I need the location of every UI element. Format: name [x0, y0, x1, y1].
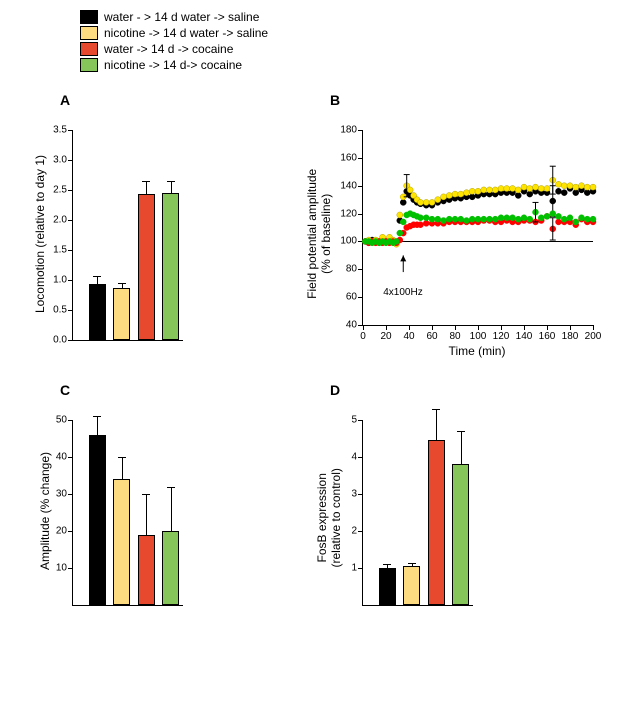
ylabel-b: Field potential amplitude (% of baseline…	[306, 144, 334, 324]
bar	[403, 566, 420, 605]
bar	[89, 284, 106, 340]
legend-swatch	[80, 42, 98, 56]
panel-c: C 1020304050 Amplitude (% change)	[10, 382, 290, 642]
bar	[138, 194, 155, 340]
panel-letter-c: C	[60, 382, 70, 398]
ylabel-d-line1: FosB expression	[315, 473, 329, 562]
xlabel-b: Time (min)	[449, 344, 506, 358]
legend-swatch	[80, 26, 98, 40]
panel-letter-d: D	[330, 382, 340, 398]
panel-letter-a: A	[60, 92, 70, 108]
panel-letter-b: B	[330, 92, 340, 108]
bar	[162, 193, 179, 340]
bar	[138, 535, 155, 605]
ylabel-a: Locomotion (relative to day 1)	[33, 144, 47, 324]
bar	[113, 479, 130, 605]
ylabel-b-line1: Field potential amplitude	[305, 169, 319, 299]
ylabel-b-line2: (% of baseline)	[319, 194, 333, 274]
legend-item: water -> 14 d -> cocaine	[80, 42, 624, 56]
legend: water - > 14 d water -> saline nicotine -…	[80, 10, 624, 72]
ylabel-d-line2: (relative to control)	[329, 468, 343, 567]
legend-label: water - > 14 d water -> saline	[104, 10, 259, 24]
ylabel-c: Amplitude (% change)	[38, 431, 52, 591]
panel-a: A 0.00.51.01.52.02.53.03.5 Locomotion (r…	[10, 92, 290, 372]
bar	[428, 440, 445, 605]
legend-label: nicotine -> 14 d water -> saline	[104, 26, 268, 40]
legend-swatch	[80, 10, 98, 24]
bar	[162, 531, 179, 605]
ylabel-d: FosB expression (relative to control)	[316, 438, 344, 598]
bar	[452, 464, 469, 605]
legend-label: nicotine -> 14 d-> cocaine	[104, 58, 242, 72]
bar	[113, 288, 130, 340]
panel-b: B 40608010012014016018002040608010012014…	[300, 92, 620, 372]
legend-label: water -> 14 d -> cocaine	[104, 42, 233, 56]
panel-d: D 12345 FosB expression (relative to con…	[300, 382, 620, 642]
legend-item: nicotine -> 14 d water -> saline	[80, 26, 624, 40]
bar	[89, 435, 106, 605]
stimulus-annotation: 4x100Hz	[383, 287, 422, 298]
legend-item: water - > 14 d water -> saline	[80, 10, 624, 24]
legend-swatch	[80, 58, 98, 72]
legend-item: nicotine -> 14 d-> cocaine	[80, 58, 624, 72]
bar	[379, 568, 396, 605]
